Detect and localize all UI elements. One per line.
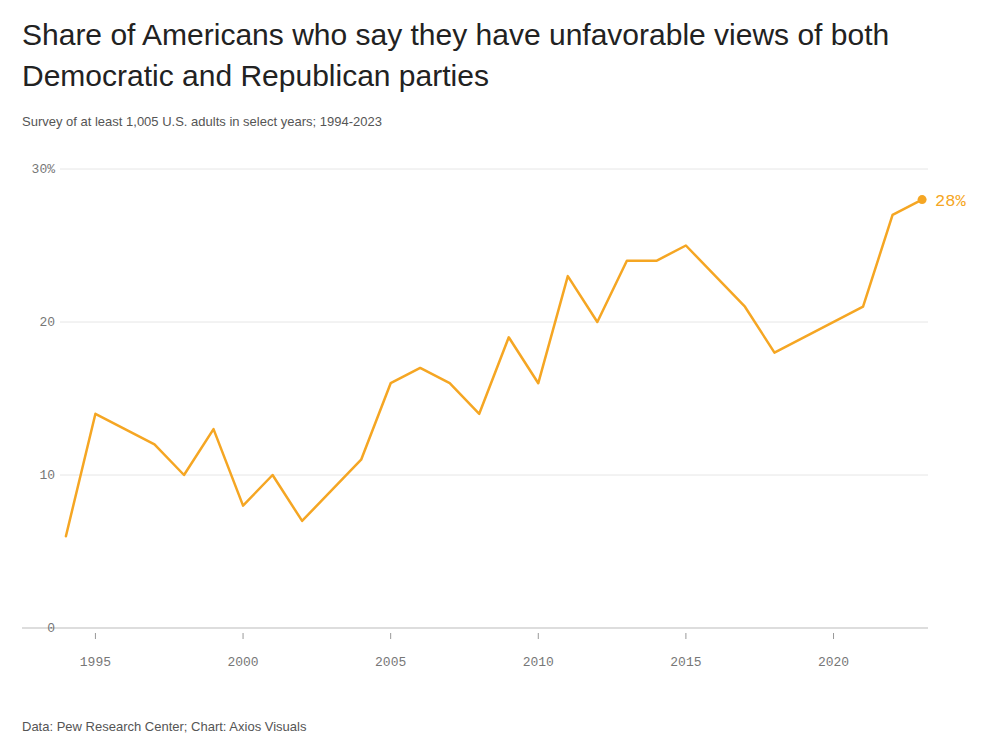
plot-area — [66, 195, 927, 536]
x-tick — [538, 633, 539, 639]
end-point — [918, 195, 927, 204]
data-line — [66, 200, 922, 537]
x-tick — [685, 633, 686, 639]
axis-baseline — [22, 628, 928, 629]
annotation: 28% — [935, 192, 966, 211]
x-tick-label: 2015 — [670, 655, 701, 670]
subtitle: Survey of at least 1,005 U.S. adults in … — [22, 114, 382, 129]
x-tick-label: 2020 — [818, 655, 849, 670]
title: Share of Americans who say they have unf… — [22, 14, 997, 96]
x-tick — [390, 633, 391, 639]
chart: 0 10 20 30% 1995 2000 2005 2010 2015 2020 28% — [0, 0, 999, 748]
x-tick-label: 2010 — [523, 655, 554, 670]
x-tick — [95, 633, 96, 639]
y-tick-label: 10 — [39, 468, 55, 483]
source: Data: Pew Research Center; Chart: Axios … — [22, 719, 306, 734]
grid-line — [60, 169, 928, 170]
y-tick-label: 20 — [39, 315, 55, 330]
x-tick — [833, 633, 834, 639]
x-tick-label: 2005 — [375, 655, 406, 670]
y-tick-label: 30% — [32, 162, 56, 177]
grid-line — [60, 475, 928, 476]
x-tick — [243, 633, 244, 639]
grid-line — [60, 322, 928, 323]
x-tick-label: 1995 — [80, 655, 111, 670]
x-tick-label: 2000 — [227, 655, 258, 670]
y-tick-label: 0 — [47, 621, 55, 636]
